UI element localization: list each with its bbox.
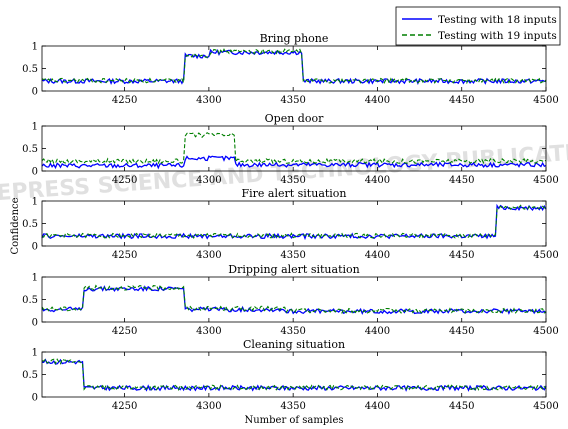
- series-line-19-inputs: [41, 204, 547, 240]
- x-tick-label: 4250: [112, 95, 137, 106]
- x-tick-label: 4250: [112, 326, 137, 337]
- y-tick-label: 0: [32, 87, 38, 98]
- x-tick-label: 4250: [112, 250, 137, 261]
- y-tick-label: 1: [32, 197, 38, 208]
- series-line-18-inputs: [41, 203, 547, 241]
- x-tick-label: 4300: [196, 326, 221, 337]
- series-line-19-inputs: [41, 47, 547, 85]
- series-line-18-inputs: [41, 48, 547, 86]
- x-tick-label: 4450: [449, 175, 474, 186]
- x-tick-label: 4300: [196, 175, 221, 186]
- x-tick-label: 4500: [533, 95, 558, 106]
- legend: Testing with 18 inputs Testing with 19 in…: [395, 6, 561, 46]
- y-tick-label: 1: [32, 273, 38, 284]
- x-tick-label: 4400: [365, 250, 390, 261]
- y-tick-label: 0.5: [22, 295, 38, 306]
- y-tick-label: 0: [32, 242, 38, 253]
- y-tick-label: 0: [32, 393, 38, 404]
- x-tick-label: 4300: [196, 95, 221, 106]
- y-tick-label: 0.5: [22, 370, 38, 381]
- subplot-1: Bring phone 0 0.5 1 4250 4300 4350 4400 4450 4500: [22, 32, 559, 106]
- subplot-5: Cleaning situation 0 0.5 1 4250 4300 4350 4400 4…: [22, 338, 559, 412]
- y-tick-label: 0: [32, 318, 38, 329]
- x-tick-label: 4250: [112, 175, 137, 186]
- x-tick-label: 4350: [280, 401, 305, 412]
- x-tick-label: 4500: [533, 326, 558, 337]
- y-tick-label: 1: [32, 348, 38, 359]
- y-tick-label: 0.5: [22, 144, 38, 155]
- legend-label: Testing with 19 inputs: [438, 30, 557, 42]
- x-tick-label: 4350: [280, 326, 305, 337]
- series-line-19-inputs: [41, 358, 547, 391]
- legend-box: [395, 6, 561, 46]
- x-tick-label: 4250: [112, 401, 137, 412]
- x-tick-label: 4350: [280, 175, 305, 186]
- x-tick-label: 4350: [280, 250, 305, 261]
- subplot-title: Open door: [265, 112, 324, 125]
- x-tick-label: 4450: [449, 401, 474, 412]
- x-axis-label: Number of samples: [244, 415, 343, 426]
- y-tick-label: 1: [32, 42, 38, 53]
- x-tick-label: 4450: [449, 250, 474, 261]
- y-axis-label: Confidence: [10, 197, 21, 254]
- y-tick-label: 0: [32, 167, 38, 178]
- subplot-title: Dripping alert situation: [228, 263, 359, 276]
- x-tick-label: 4400: [365, 95, 390, 106]
- x-tick-label: 4500: [533, 175, 558, 186]
- subplot-2: Open door 0 0.5 1 4250 4300 4350 4400 4450 4500: [22, 112, 559, 186]
- y-tick-label: 0.5: [22, 219, 38, 230]
- x-tick-label: 4450: [449, 326, 474, 337]
- x-tick-label: 4300: [196, 250, 221, 261]
- x-tick-label: 4400: [365, 175, 390, 186]
- x-tick-label: 4500: [533, 250, 558, 261]
- x-tick-label: 4350: [280, 95, 305, 106]
- x-tick-label: 4450: [449, 95, 474, 106]
- series-line-19-inputs: [41, 132, 547, 165]
- x-tick-label: 4300: [196, 401, 221, 412]
- subplot-3: Fire alert situation 0 0.5 1 4250 4300 4350 440…: [22, 187, 559, 261]
- subplot-title: Fire alert situation: [241, 187, 346, 200]
- subplot-4: Dripping alert situation 0 0.5 1 4250 4300 435…: [22, 263, 559, 337]
- series-line-18-inputs: [41, 155, 547, 170]
- y-tick-label: 1: [32, 122, 38, 133]
- x-tick-label: 4500: [533, 401, 558, 412]
- subplot-title: Cleaning situation: [243, 338, 345, 351]
- x-tick-label: 4400: [365, 326, 390, 337]
- legend-label: Testing with 18 inputs: [438, 14, 557, 26]
- series-line-19-inputs: [41, 284, 547, 315]
- y-tick-label: 0.5: [22, 64, 38, 75]
- x-tick-label: 4400: [365, 401, 390, 412]
- subplot-title: Bring phone: [260, 32, 329, 45]
